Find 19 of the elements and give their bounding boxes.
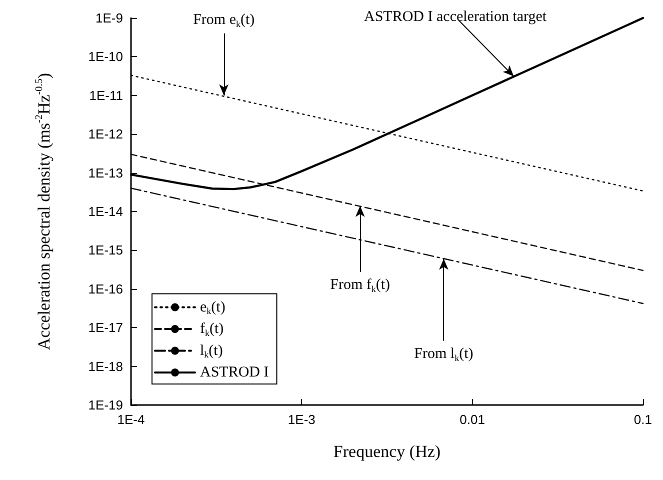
y-tick-label: 1E-13 <box>88 165 123 180</box>
x-tick-label: 0.01 <box>460 412 485 427</box>
y-tick-label: 1E-16 <box>88 281 123 296</box>
legend-label: ASTROD I <box>200 364 269 380</box>
x-tick-label: 1E-3 <box>288 412 316 427</box>
y-tick-label: 1E-19 <box>88 398 123 412</box>
y-tick-label: 1E-17 <box>88 320 123 336</box>
y-tick-label: 1E-14 <box>88 204 123 219</box>
x-tick-label: 1E-4 <box>117 412 145 427</box>
y-tick-label: 1E-18 <box>88 358 123 374</box>
y-tick-label: 1E-12 <box>88 126 123 142</box>
x-tick-label: 0.1 <box>634 412 652 427</box>
y-tick-label: 1E-11 <box>89 88 123 103</box>
y-tick-label: 1E-15 <box>88 242 123 258</box>
y-tick-label: 1E-9 <box>96 10 123 26</box>
y-tick-label: 1E-10 <box>88 49 123 64</box>
y-axis-title: Acceleration spectral density (ms-2Hz-0.5) <box>34 72 54 350</box>
annotation: ASTROD I acceleration target <box>364 8 548 25</box>
x-axis-title: Frequency (Hz) <box>333 442 441 461</box>
